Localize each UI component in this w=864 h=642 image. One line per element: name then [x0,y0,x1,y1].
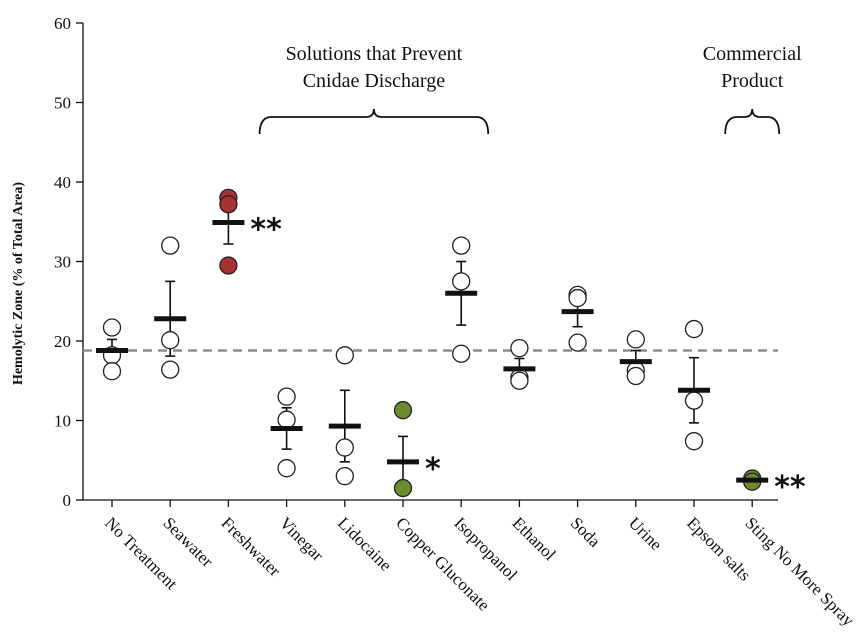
data-point [684,432,704,451]
x-category-label: Seawater [159,513,217,571]
data-point [161,360,180,379]
data-point [626,330,645,349]
labels-layer: 0 10 20 30 40 50 60 Hemolytic Zone (% of Total … [11,14,858,630]
group-brace [258,108,490,135]
y-tick-label: 20 [54,332,71,351]
x-category-label: Urine [625,513,666,554]
data-point [393,401,413,420]
data-point [568,288,587,308]
group-label: Cnidae Discharge [303,70,445,92]
group-brace [724,108,781,135]
marks-layer [96,188,769,498]
y-axis-title: Hemolytic Zone (% of Total Area) [11,182,26,385]
y-tick-label: 50 [54,94,71,113]
y-tick-label: 30 [54,253,71,272]
data-point [102,362,122,381]
x-category-label: Soda [567,513,605,551]
y-tick-label: 40 [54,173,71,192]
group-label: Solutions that Prevent [286,43,463,65]
group-label: Product [721,70,784,92]
data-point [219,195,238,214]
group-label: Commercial [703,43,802,65]
data-point [161,236,180,255]
x-category-label: Ethanol [509,513,560,564]
significance-marker: ** [250,213,282,248]
data-point [452,344,471,363]
significance-marker: ** [774,470,806,505]
data-point [452,236,471,255]
data-point [335,438,354,457]
axes [76,22,781,507]
data-point [568,333,587,352]
x-category-label: Lidocaine [334,513,395,574]
data-point [277,459,296,478]
x-category-label: Freshwater [218,513,285,580]
data-point [219,256,238,275]
significance-marker: * [425,452,441,487]
data-point [684,391,704,410]
data-point [161,331,180,350]
data-point [335,346,354,365]
data-point [510,371,529,390]
data-point [684,319,704,339]
data-point [335,466,354,486]
data-point [277,410,296,429]
x-category-label: Vinegar [276,513,328,565]
data-point [393,478,413,498]
data-point [277,387,296,406]
data-point [452,272,471,291]
data-point [626,366,645,386]
data-point [510,339,529,358]
y-tick-label: 0 [63,491,72,510]
y-tick-label: 60 [54,14,71,33]
x-category-label: Sting No More Spray [741,513,858,630]
y-tick-label: 10 [54,412,71,431]
data-point [102,318,122,337]
